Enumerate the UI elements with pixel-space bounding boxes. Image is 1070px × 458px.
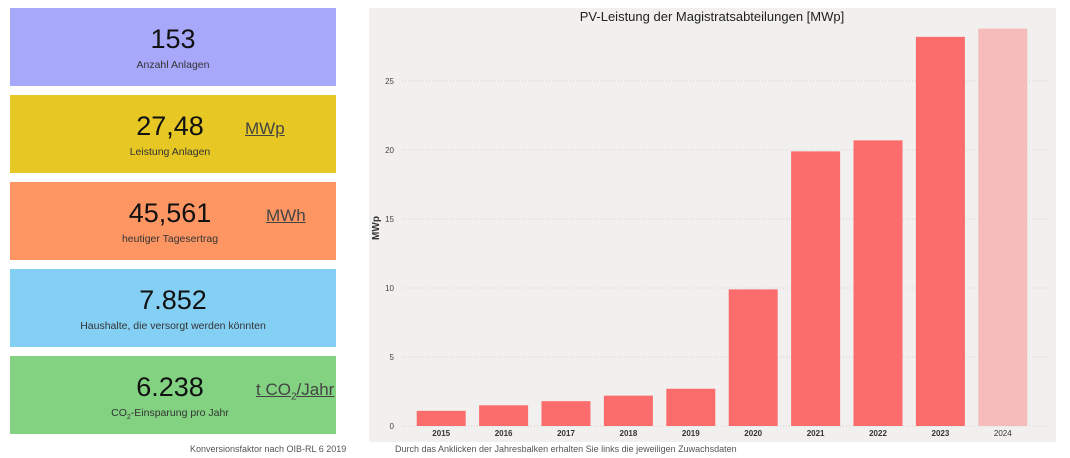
kpi-label: CO2-Einsparung pro Jahr — [0, 407, 340, 421]
unit-part: t CO — [256, 380, 291, 399]
x-tick-label: 2022 — [869, 429, 887, 438]
kpi-label: Haushalte, die versorgt werden könnten — [80, 320, 266, 332]
bar-2017[interactable] — [541, 401, 591, 426]
bar-2022[interactable] — [853, 140, 903, 426]
kpi-label-part: CO — [111, 407, 127, 419]
bar-2021[interactable] — [791, 151, 841, 426]
unit-link[interactable]: MWp — [245, 119, 285, 138]
chart-footnote: Durch das Anklicken der Jahresbalken erh… — [395, 444, 737, 454]
x-tick-label: 2017 — [557, 429, 575, 438]
chart-title: PV-Leistung der Magistratsabteilungen [M… — [580, 9, 844, 24]
bar-2019[interactable] — [666, 388, 716, 426]
kpi-value: 27,48 — [136, 111, 204, 141]
kpi-label: heutiger Tagesertrag — [121, 233, 219, 245]
bar-2018[interactable] — [603, 395, 653, 426]
x-tick-label: 2015 — [432, 429, 450, 438]
y-tick-label: 20 — [385, 146, 394, 155]
y-tick-label: 0 — [390, 422, 395, 431]
y-tick-label: 10 — [385, 284, 394, 293]
bar-2023[interactable] — [915, 36, 965, 427]
kpi-card[interactable]: 153 Anzahl Anlagen — [10, 8, 336, 86]
bar-2016[interactable] — [479, 405, 529, 426]
kpi-label: Anzahl Anlagen — [136, 59, 210, 71]
y-tick-label: 5 — [390, 353, 395, 362]
kpi-value: 45,561 — [128, 198, 212, 228]
kpi-value: 7.852 — [139, 285, 207, 315]
kpi-card[interactable]: 7.852 Haushalte, die versorgt werden könn… — [10, 269, 336, 347]
x-tick-label: 2021 — [807, 429, 825, 438]
kpi-card[interactable]: 27,48 Leistung Anlagen MWp — [10, 95, 336, 173]
kpi-value: 6.238 — [136, 372, 204, 402]
x-tick-label: 2018 — [620, 429, 638, 438]
kpi-label-part: 2 — [126, 414, 131, 422]
x-tick-label: 2016 — [495, 429, 513, 438]
kpi-label: Leistung Anlagen — [129, 146, 211, 158]
y-tick-label: 15 — [385, 215, 394, 224]
x-tick-label: 2023 — [932, 429, 950, 438]
y-tick-label: 25 — [385, 77, 394, 86]
x-tick-label: 2020 — [744, 429, 762, 438]
x-tick-label: 2024 — [994, 429, 1012, 438]
bar-2020[interactable] — [728, 289, 778, 426]
unit-part: 2 — [290, 391, 297, 403]
x-tick-label: 2019 — [682, 429, 700, 438]
conversion-footnote: Konversionsfaktor nach OIB-RL 6 2019 — [190, 444, 347, 454]
kpi-card[interactable]: 45,561 heutiger Tagesertrag MWh — [10, 182, 336, 260]
unit-link[interactable]: t CO2/Jahr — [256, 380, 334, 402]
kpi-card[interactable]: 6.238 CO2-Einsparung pro Jahr t CO2/Jahr — [10, 356, 336, 434]
kpi-label-part: -Einsparung pro Jahr — [130, 407, 229, 419]
y-axis-label: MWp — [371, 216, 382, 240]
unit-part: /Jahr — [296, 380, 335, 399]
kpi-value: 153 — [150, 24, 196, 54]
bar-2015[interactable] — [416, 410, 466, 426]
unit-link[interactable]: MWh — [266, 206, 306, 225]
bar-2024[interactable] — [978, 28, 1028, 427]
